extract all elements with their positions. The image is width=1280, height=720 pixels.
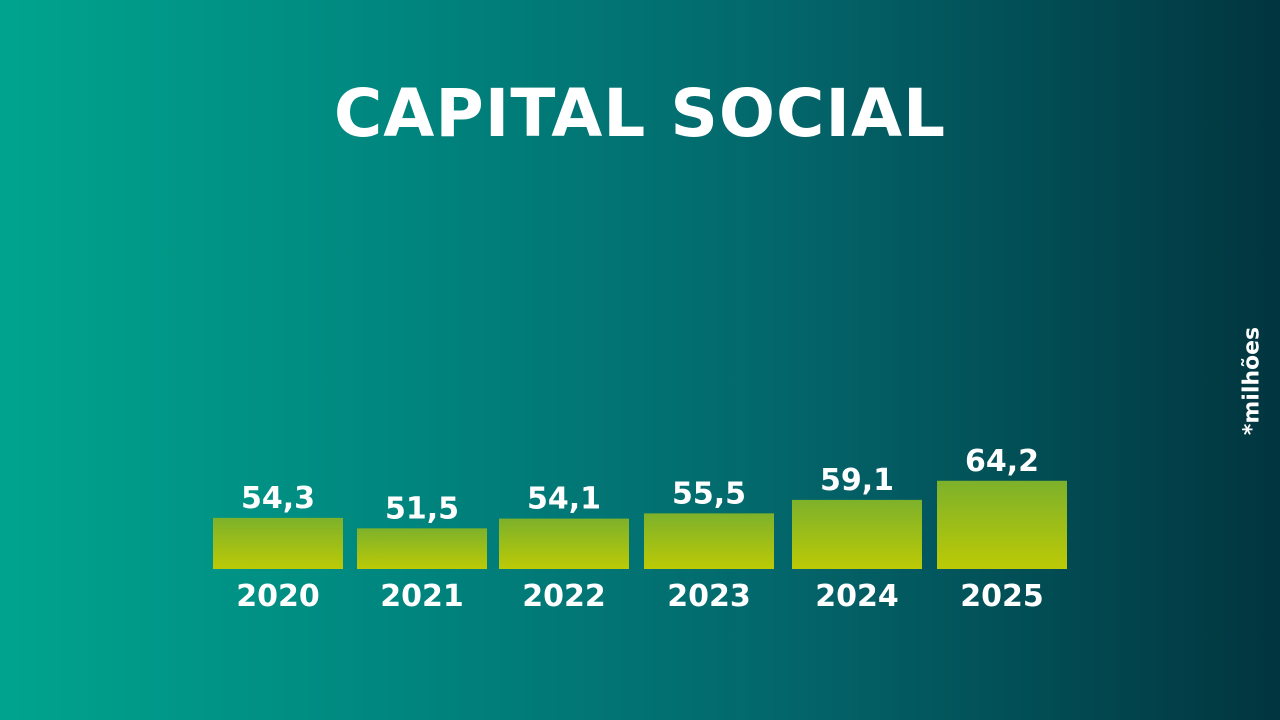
category-label-2023: 2023 bbox=[667, 579, 751, 614]
value-label-2024: 59,1 bbox=[820, 463, 894, 498]
value-label-2022: 54,1 bbox=[527, 482, 601, 517]
value-labels-group: 54,3 51,5 54,1 55,5 59,1 64,2 bbox=[241, 444, 1039, 527]
unit-note: *milhões bbox=[1239, 326, 1265, 436]
chart-title: CAPITAL SOCIAL bbox=[333, 75, 947, 152]
category-labels-group: 2020 2021 2022 2023 2024 2025 bbox=[236, 579, 1044, 614]
bar-2020 bbox=[213, 517, 343, 569]
bar-2025 bbox=[937, 480, 1067, 569]
value-label-2021: 51,5 bbox=[385, 491, 459, 526]
category-label-2020: 2020 bbox=[236, 579, 320, 614]
value-label-2023: 55,5 bbox=[672, 476, 746, 511]
bar-2023 bbox=[644, 513, 774, 569]
value-label-2020: 54,3 bbox=[241, 481, 315, 516]
bar-2024 bbox=[792, 499, 922, 569]
category-label-2022: 2022 bbox=[522, 579, 606, 614]
category-label-2024: 2024 bbox=[815, 579, 899, 614]
bar-2021 bbox=[357, 528, 487, 569]
value-label-2025: 64,2 bbox=[965, 444, 1039, 479]
category-label-2025: 2025 bbox=[960, 579, 1044, 614]
bar-2022 bbox=[499, 518, 629, 569]
bars-group bbox=[213, 480, 1067, 569]
category-label-2021: 2021 bbox=[380, 579, 464, 614]
